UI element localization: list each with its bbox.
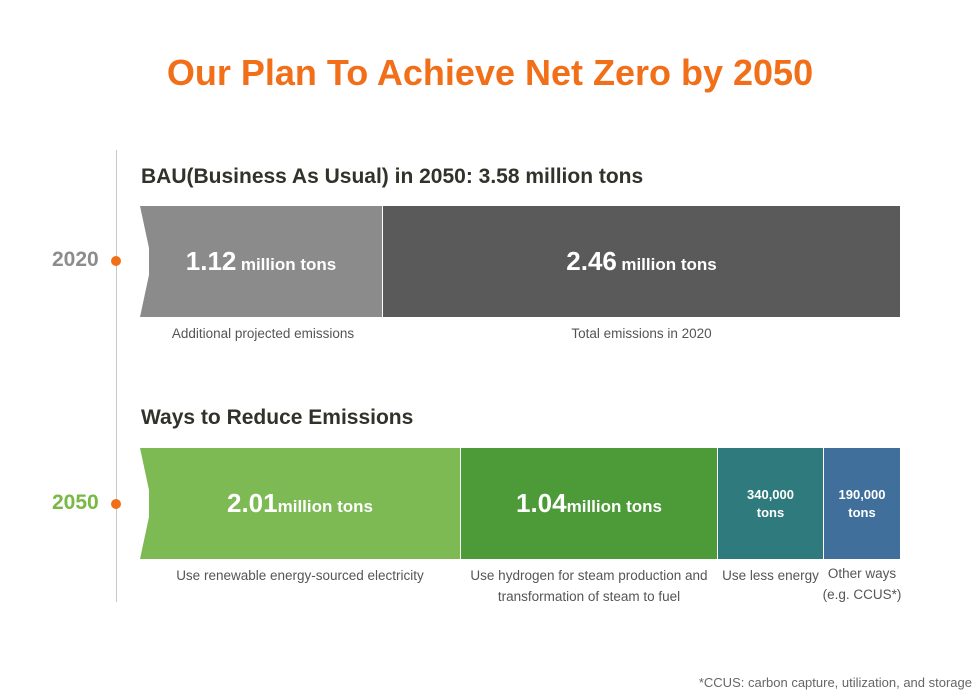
footnote: *CCUS: carbon capture, utilization, and … (698, 675, 972, 690)
reduce-segment-hydrogen: 1.04million tons (461, 448, 717, 559)
page-title: Our Plan To Achieve Net Zero by 2050 (166, 52, 814, 93)
bau-heading: BAU(Business As Usual) in 2050: 3.58 mil… (141, 165, 644, 188)
segment-value: 2.01 (227, 488, 278, 518)
reduce-caption-hydrogen: Use hydrogen for steam production and tr… (470, 568, 708, 604)
reduce-caption-less-energy: Use less energy (722, 568, 819, 583)
year-label-2020: 2020 (52, 248, 99, 271)
reduce-segment-other: 190,000 tons (824, 448, 900, 559)
segment-value: 190,000 (838, 486, 886, 502)
segment-value: 340,000 (747, 486, 794, 502)
timeline-line (116, 150, 117, 602)
year-label-2050: 2050 (52, 491, 99, 514)
bau-segment-additional: 1.12 million tons (140, 206, 382, 317)
segment-unit: million tons (621, 255, 717, 274)
bau-caption-2020-total: Total emissions in 2020 (571, 326, 712, 341)
reduce-heading: Ways to Reduce Emissions (141, 406, 414, 429)
reduce-caption-other: Other ways (e.g. CCUS*) (822, 566, 902, 602)
timeline-dot-2020 (111, 256, 121, 266)
timeline-dot-2050 (111, 499, 121, 509)
bau-caption-additional: Additional projected emissions (171, 326, 355, 341)
reduce-caption-renewable: Use renewable energy-sourced electricity (176, 568, 424, 583)
segment-unit: million tons (566, 497, 662, 516)
segment-unit: tons (756, 504, 785, 520)
reduce-segment-less-energy: 340,000 tons (718, 448, 823, 559)
segment-value: 2.46 (566, 246, 617, 276)
segment-unit: tons (848, 504, 876, 520)
segment-value: 1.04 (516, 488, 567, 518)
segment-unit: million tons (240, 255, 337, 274)
reduce-segment-renewable: 2.01million tons (140, 448, 460, 559)
segment-value: 1.12 (185, 246, 237, 276)
segment-unit: million tons (277, 497, 373, 516)
bau-segment-2020-total: 2.46 million tons (383, 206, 900, 317)
